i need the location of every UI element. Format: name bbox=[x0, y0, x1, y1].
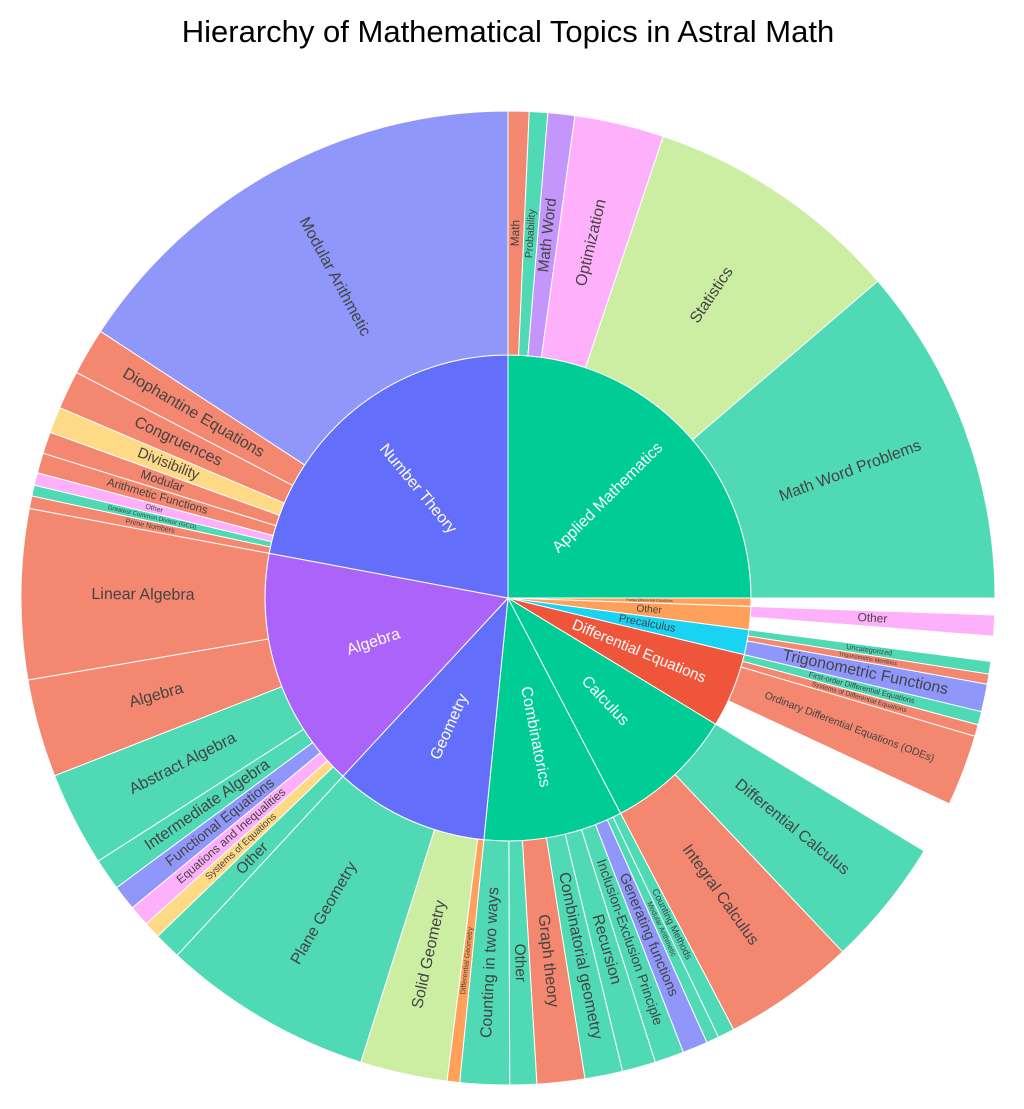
outer-label: Other bbox=[511, 943, 529, 982]
outer-segment bbox=[691, 280, 996, 599]
chart-title: Hierarchy of Mathematical Topics in Astr… bbox=[182, 14, 834, 49]
outer-label: Math bbox=[508, 220, 523, 247]
outer-segment bbox=[727, 666, 976, 805]
outer-label: Linear Algebra bbox=[91, 586, 194, 604]
inner-label: Other bbox=[636, 603, 663, 616]
outer-segment bbox=[749, 605, 996, 637]
outer-label: Probability bbox=[523, 208, 538, 258]
outer-segment bbox=[99, 110, 509, 466]
outer-label: Other bbox=[857, 610, 888, 626]
inner-label: Partial Differential Equations bbox=[626, 598, 673, 603]
